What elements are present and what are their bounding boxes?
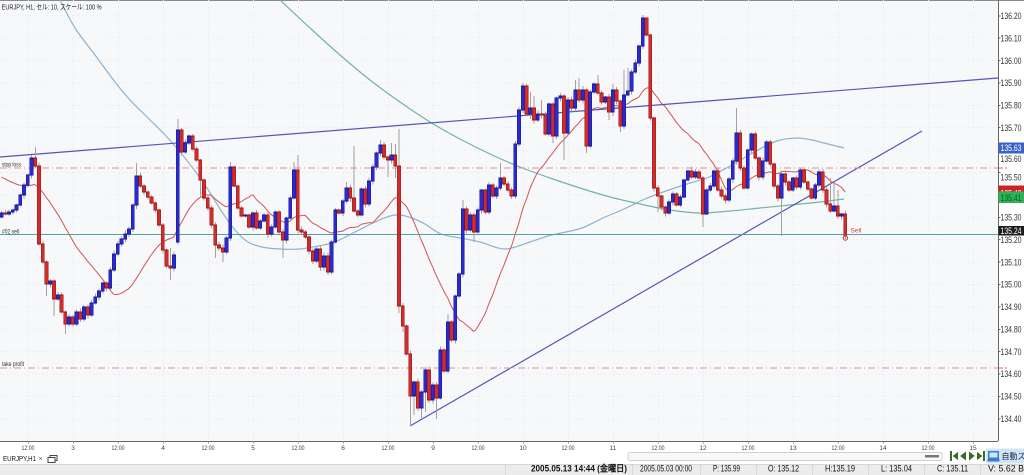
svg-text:12:00: 12:00 <box>202 445 215 452</box>
svg-text:12:00: 12:00 <box>382 445 395 452</box>
svg-text:P: 135.99: P: 135.99 <box>713 464 740 474</box>
svg-text:12:00: 12:00 <box>652 445 665 452</box>
svg-text:12:00: 12:00 <box>742 445 755 452</box>
svg-text:C: 135.11: C: 135.11 <box>937 464 968 474</box>
svg-text:自動ズー: 自動ズー <box>1002 451 1024 461</box>
svg-text:12:00: 12:00 <box>562 445 575 452</box>
svg-text:2005.05.03 00:00: 2005.05.03 00:00 <box>640 464 692 474</box>
svg-text:12:00: 12:00 <box>922 445 935 452</box>
svg-text:134.50: 134.50 <box>1001 392 1022 403</box>
svg-text:136.20: 136.20 <box>1001 11 1022 22</box>
svg-text:9: 9 <box>431 445 435 452</box>
svg-text:4: 4 <box>161 445 165 452</box>
svg-text:135.30: 135.30 <box>1001 213 1022 224</box>
svg-text:135.50: 135.50 <box>1001 173 1022 184</box>
svg-text:3: 3 <box>71 445 75 452</box>
svg-text:135.00: 135.00 <box>1001 280 1022 291</box>
svg-text:2005.05.13 14:44 (金曜日): 2005.05.13 14:44 (金曜日) <box>531 463 627 474</box>
svg-text:12:00: 12:00 <box>112 445 125 452</box>
svg-text:135.70: 135.70 <box>1001 123 1022 134</box>
svg-text:12:00: 12:00 <box>292 445 305 452</box>
svg-text:134.70: 134.70 <box>1001 347 1022 358</box>
svg-text:134.40: 134.40 <box>1001 414 1022 425</box>
svg-text:V: 5.62 B: V: 5.62 B <box>988 464 1024 474</box>
svg-text:L: 135.04: L: 135.04 <box>881 464 912 474</box>
svg-text:H:135.19: H:135.19 <box>825 464 855 474</box>
svg-text:135.60: 135.60 <box>1001 154 1022 165</box>
svg-text:take profit: take profit <box>2 361 24 368</box>
svg-text:135.90: 135.90 <box>1001 78 1022 89</box>
svg-text:135.10: 135.10 <box>1001 257 1022 268</box>
svg-text:5: 5 <box>251 445 255 452</box>
svg-text:#02 sell: #02 sell <box>2 229 19 236</box>
svg-text:stop loss: stop loss <box>2 162 22 169</box>
svg-text:134.60: 134.60 <box>1001 369 1022 380</box>
svg-text:O: 135.12: O: 135.12 <box>768 464 799 474</box>
svg-text:135.24: 135.24 <box>1001 226 1022 236</box>
svg-text:15: 15 <box>969 445 977 452</box>
svg-text:13: 13 <box>789 445 797 452</box>
svg-text:135.20: 135.20 <box>1001 235 1022 246</box>
svg-text:12:00: 12:00 <box>472 445 485 452</box>
svg-text:EURJPY,H1: EURJPY,H1 <box>3 454 36 463</box>
svg-text:11: 11 <box>610 445 617 452</box>
svg-text:12: 12 <box>699 445 707 452</box>
svg-text:12:00: 12:00 <box>832 445 845 452</box>
svg-text:EURJPY, H1, セル: 10, スケール: 100: EURJPY, H1, セル: 10, スケール: 100 % <box>2 3 102 12</box>
svg-text:134.80: 134.80 <box>1001 325 1022 336</box>
svg-text:14: 14 <box>879 445 887 452</box>
svg-text:135.80: 135.80 <box>1001 101 1022 112</box>
svg-text:134.90: 134.90 <box>1001 302 1022 313</box>
svg-text:6: 6 <box>341 445 345 452</box>
svg-text:10: 10 <box>519 445 527 452</box>
svg-text:136.10: 136.10 <box>1001 33 1022 44</box>
svg-text:136.00: 136.00 <box>1001 56 1022 67</box>
svg-text:135.41: 135.41 <box>1001 193 1022 203</box>
svg-text:Sell: Sell <box>851 227 863 234</box>
svg-text:135.63: 135.63 <box>1001 143 1022 153</box>
svg-text:×: × <box>39 456 43 463</box>
svg-text:12:00: 12:00 <box>22 445 35 452</box>
